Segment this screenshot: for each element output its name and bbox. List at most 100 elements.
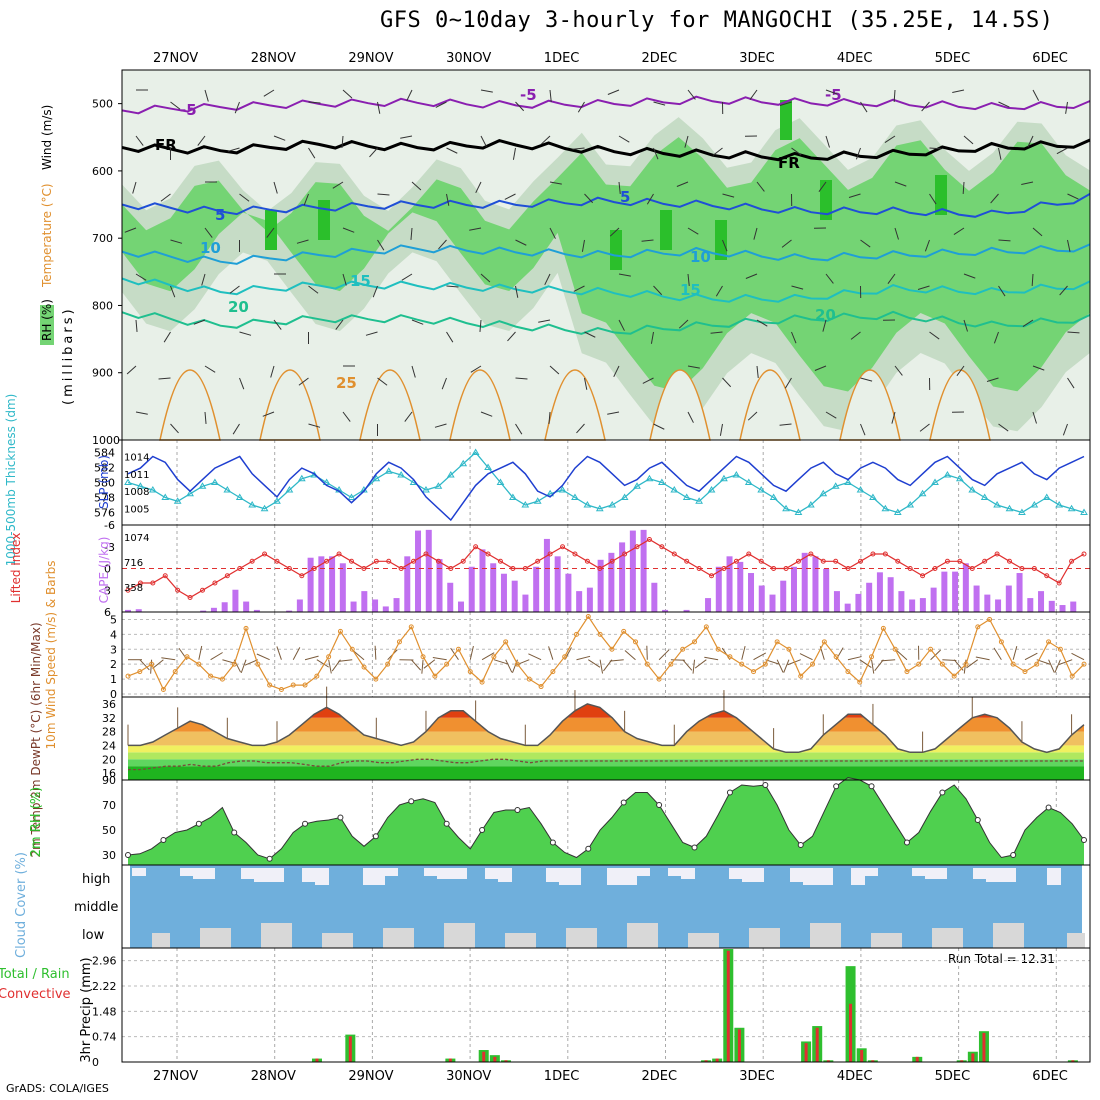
isotherm-20 <box>121 310 1091 335</box>
thickness-marker <box>955 474 964 482</box>
cloud-gap-low <box>871 933 889 948</box>
lifted-index-marker <box>336 551 342 557</box>
wind-speed-marker <box>467 669 473 675</box>
lifted-index-marker <box>833 558 839 564</box>
cape-bar <box>737 561 744 612</box>
cape-bar <box>952 571 959 612</box>
wind-barb-10m <box>276 646 282 660</box>
thickness-marker <box>595 504 604 512</box>
cape-bar <box>1048 600 1055 612</box>
wind-barb <box>204 227 213 238</box>
rh-shade-saturated <box>715 220 727 260</box>
thickness-marker <box>235 493 244 500</box>
wind-barb <box>825 411 837 419</box>
cape-bar <box>125 609 131 612</box>
wind-barb-10m <box>244 659 259 666</box>
wind-barb <box>609 227 620 237</box>
wind-barb <box>341 135 344 148</box>
cape-bar <box>748 573 755 612</box>
lifted-index-marker <box>646 537 652 542</box>
wind-barb <box>401 273 413 281</box>
cape-bar <box>479 549 486 612</box>
wind-speed-marker <box>219 676 225 682</box>
thickness-tick-label: 584 <box>94 447 115 460</box>
cape-bar <box>887 577 894 612</box>
rh-marker <box>585 845 592 852</box>
rh-marker <box>903 839 910 846</box>
wind-speed-marker <box>514 661 520 667</box>
cloud-gap-high <box>851 868 865 885</box>
wind-barb <box>515 377 528 380</box>
wind-speed-marker <box>278 687 284 693</box>
precip-convective-bar <box>960 1060 964 1062</box>
wind-barb <box>756 365 759 378</box>
slp-ylabel-text: SLP (mb) <box>97 455 111 509</box>
lifted-index-marker <box>1031 566 1037 571</box>
precip-legend-convective: Convective <box>0 987 71 1002</box>
wind-speed-marker <box>703 624 709 630</box>
wind-barb <box>917 285 930 290</box>
wind-speed-marker <box>857 679 863 685</box>
thickness-marker <box>248 501 257 508</box>
cloud-gap-low <box>627 923 645 948</box>
thickness-marker <box>670 486 679 493</box>
contour-label: 5 <box>215 206 225 224</box>
wind-barb-10m <box>799 653 813 661</box>
thickness-marker <box>695 497 704 504</box>
thickness-marker <box>757 486 766 493</box>
cloud-gap-low <box>566 928 584 948</box>
thickness-marker <box>906 501 915 508</box>
wind-barb-10m <box>316 659 329 668</box>
wind-barb <box>410 227 413 240</box>
date-label-bottom: 6DEC <box>1032 1069 1068 1084</box>
lifted-index-marker <box>944 558 950 564</box>
date-label-top: 4DEC <box>837 51 873 66</box>
cape-bar <box>844 603 851 612</box>
wind-barb <box>745 273 758 279</box>
wind-barb <box>515 423 523 435</box>
temp-line <box>128 703 1085 754</box>
thickness-marker <box>546 489 555 497</box>
wind-barb <box>749 89 758 101</box>
wind-barb <box>929 331 940 340</box>
thickness-marker <box>211 478 219 485</box>
wind-barb-10m <box>1024 652 1038 661</box>
date-label-top: 27NOV <box>153 51 198 66</box>
lifted-index-marker <box>746 551 752 557</box>
thickness-marker <box>943 471 952 478</box>
lifted-index-marker <box>535 558 541 564</box>
rh-marker <box>762 782 769 788</box>
wind-barb <box>791 147 802 156</box>
thickness-marker <box>384 467 393 474</box>
wind-barb <box>1059 285 1068 296</box>
rh-shade-plume <box>649 369 711 441</box>
cloud-layer-label: low <box>82 928 105 943</box>
thickness-line <box>127 451 1085 514</box>
thickness-marker <box>484 463 492 470</box>
precip-tick-label: 0 <box>92 1056 99 1069</box>
wind-barb <box>204 365 216 373</box>
rh-shade-saturated <box>820 180 832 220</box>
cape-ylabel-text: CAPE (J/kg) <box>97 537 111 604</box>
wind-speed-marker <box>302 682 308 688</box>
lifted-index-marker <box>1007 558 1013 564</box>
contour-label: 25 <box>336 374 357 392</box>
wind-barb <box>1067 193 1079 200</box>
thickness-marker <box>148 486 157 493</box>
ylabel-temperature: Temperature (°C) <box>40 183 54 288</box>
wind-speed-marker <box>479 679 485 685</box>
wind-barb <box>170 285 176 298</box>
wind-barb <box>607 89 620 95</box>
lifted-index-marker <box>622 551 628 557</box>
cape-bar <box>1059 605 1066 612</box>
lifted-index-marker <box>845 566 851 571</box>
wind-barb <box>722 377 732 388</box>
thickness-ylabel-text: 1000-500mb Thickness (dm) <box>4 394 18 567</box>
cape-bar <box>500 573 507 612</box>
precip-convective-bar <box>448 1058 452 1062</box>
wind-barb <box>607 411 620 415</box>
panel-frame-slp <box>121 439 1091 526</box>
pressure-tick-label: 800 <box>92 299 113 312</box>
cape-bar <box>973 585 980 612</box>
wind-barb <box>929 193 937 205</box>
